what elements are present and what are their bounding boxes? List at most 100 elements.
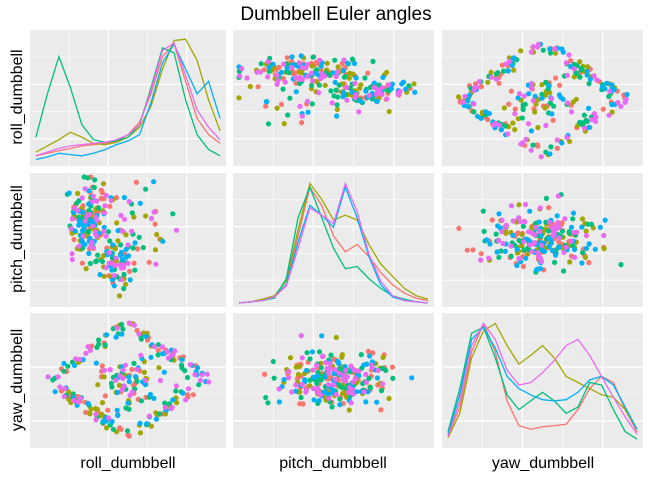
point-2-0-2-47	[178, 362, 185, 368]
point-2-0-4-47	[204, 371, 210, 377]
point-1-0-4-24	[79, 195, 85, 201]
point-1-2-1-26	[519, 231, 525, 238]
point-2-0-4-40	[170, 351, 176, 357]
point-1-0-3-27	[86, 201, 92, 207]
point-1-0-3-49	[87, 235, 93, 241]
point-0-2-2-25	[530, 142, 536, 148]
point-2-0-1-53	[88, 406, 94, 412]
point-2-0-2-34	[155, 352, 161, 358]
point-0-2-4-31	[471, 88, 477, 94]
point-2-0-1-45	[87, 411, 93, 417]
point-1-0-4-39	[125, 260, 131, 266]
point-2-0-0-14	[155, 347, 161, 353]
point-1-2-2-25	[496, 254, 502, 260]
point-0-2-3-29	[586, 124, 592, 130]
point-1-2-3-34	[484, 237, 490, 243]
point-2-0-4-44	[73, 356, 79, 362]
point-0-1-4-28	[309, 78, 315, 84]
point-2-0-2-13	[65, 363, 71, 369]
point-0-2-3-5	[587, 76, 594, 82]
point-0-1-4-35	[297, 75, 303, 81]
density-yaw_dumbbell-series-1	[447, 322, 638, 439]
density-roll_dumbbell-series-3	[35, 42, 221, 161]
point-0-1-3-43	[363, 88, 369, 94]
point-0-2-4-53	[571, 66, 577, 72]
point-1-0-3-10	[71, 210, 77, 216]
point-0-1-4-42	[341, 57, 347, 63]
point-2-1-1-38	[297, 389, 303, 395]
point-0-2-2-6	[519, 115, 525, 121]
point-1-0-3-51	[127, 277, 133, 283]
point-0-1-4-8	[304, 98, 311, 104]
point-1-2-2-5	[580, 250, 586, 256]
point-1-2-4-19	[486, 255, 492, 261]
point-2-0-3-27	[125, 400, 131, 406]
point-2-0-4-11	[164, 349, 170, 355]
point-2-0-4-1	[185, 386, 192, 392]
point-2-0-4-28	[165, 355, 171, 361]
point-1-0-4-1	[90, 223, 96, 229]
point-2-0-1-48	[66, 396, 72, 402]
point-1-2-2-22	[559, 228, 566, 234]
point-2-0-4-22	[70, 397, 76, 404]
point-0-1-3-38	[340, 89, 346, 95]
point-0-1-4-49	[254, 69, 260, 75]
point-0-2-3-37	[546, 83, 552, 89]
point-2-0-4-8	[206, 379, 212, 385]
point-0-1-4-48	[304, 61, 311, 68]
point-1-2-3-41	[487, 241, 493, 247]
point-0-2-2-9	[548, 144, 554, 150]
point-2-1-3-49	[303, 367, 309, 374]
point-0-2-4-17	[496, 122, 502, 128]
point-1-2-4-51	[529, 230, 536, 236]
point-0-2-4-49	[525, 121, 532, 127]
point-2-1-4-23	[361, 389, 367, 395]
point-2-0-3-25	[161, 369, 167, 375]
point-0-1-3-51	[298, 53, 304, 59]
point-0-2-4-14	[566, 52, 572, 58]
point-0-1-3-47	[340, 68, 347, 74]
point-1-2-1-6	[524, 251, 531, 257]
point-0-2-4-33	[622, 99, 628, 105]
point-1-2-4-5	[508, 203, 515, 209]
point-0-1-4-53	[282, 79, 288, 85]
point-1-0-2-23	[95, 252, 101, 258]
point-2-1-4-44	[286, 375, 292, 381]
point-1-0-2-54	[129, 210, 135, 216]
point-1-2-4-46	[537, 255, 544, 261]
point-0-2-4-5	[462, 93, 468, 99]
point-1-2-2-38	[521, 247, 527, 253]
point-0-2-4-54	[474, 84, 480, 90]
point-1-2-4-1	[563, 244, 569, 250]
point-0-2-3-10	[532, 93, 538, 99]
point-0-1-4-25	[244, 75, 250, 81]
point-0-2-4-29	[581, 125, 588, 131]
point-1-0-4-52	[69, 216, 75, 222]
point-0-2-3-50	[505, 68, 511, 74]
point-1-2-3-35	[514, 262, 520, 269]
point-0-1-0-22	[276, 64, 282, 70]
point-1-0-3-11	[109, 277, 116, 283]
point-2-1-4-22	[350, 391, 356, 397]
point-0-2-4-13	[563, 60, 570, 66]
point-2-1-4-38	[369, 365, 375, 371]
point-1-2-4-50	[538, 242, 545, 248]
point-2-1-4-26	[350, 379, 356, 385]
point-0-2-0-19	[508, 88, 514, 94]
point-1-0-3-32	[115, 228, 121, 234]
point-2-0-1-20	[101, 374, 107, 380]
density-roll_dumbbell-series-2	[35, 47, 221, 157]
point-2-0-4-12	[101, 367, 108, 373]
point-0-1-2-40	[258, 61, 264, 67]
point-0-2-3-52	[465, 98, 471, 104]
point-1-0-3-39	[86, 221, 92, 227]
point-0-2-3-21	[528, 128, 535, 134]
point-1-0-2-28	[85, 228, 92, 235]
point-0-1-3-42	[305, 109, 311, 115]
point-0-2-4-37	[530, 44, 536, 50]
point-0-2-2-20	[577, 74, 583, 80]
point-1-0-2-11	[143, 186, 149, 192]
point-2-1-4-41	[324, 365, 330, 371]
point-2-0-0-2	[83, 409, 89, 415]
point-0-1-1-29	[384, 69, 390, 75]
